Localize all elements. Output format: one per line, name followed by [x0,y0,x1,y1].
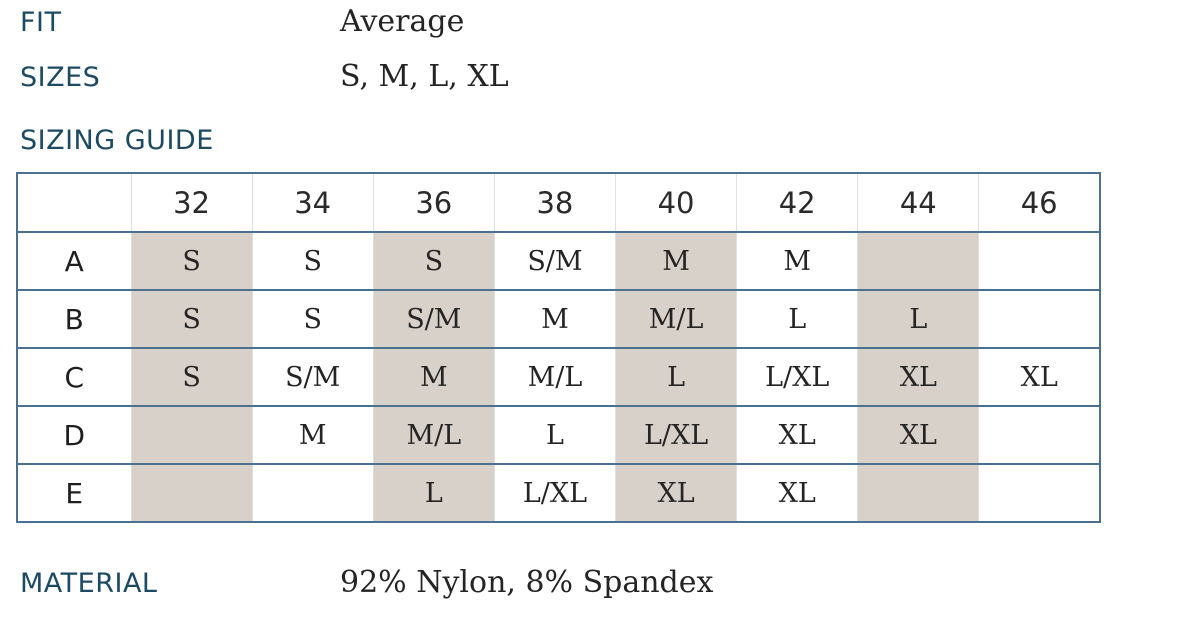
size-column-header-32: 32 [130,173,253,232]
row-label-E: E [65,476,84,510]
size-column-header-46: 46 [978,173,1100,232]
size-column-header-38: 38 [493,173,616,232]
table-row-E: E L L/XL XL XL [17,464,1100,522]
sizing-guide-table: 32 34 36 38 40 42 44 46 A S S S S/M M M B S S S/M M M/L L L C S S… [16,172,1101,523]
fit-label: FIT [20,7,62,38]
size-cell-D-32 [130,406,253,464]
sizing-table-body: 32 34 36 38 40 42 44 46 A S S S S/M M M B S S S/M M M/L L L C S S… [17,173,1100,522]
sizing-guide-title: SIZING GUIDE [20,125,214,156]
sizes-label: SIZES [20,62,101,93]
size-cell-C-42: L/XL [736,348,858,406]
size-cell-C-36: M [372,348,495,406]
size-cell-A-46 [978,232,1100,290]
size-cell-D-44: XL [857,406,979,464]
size-cell-B-32: S [130,290,253,348]
table-row-A: A S S S S/M M M [17,232,1100,290]
size-cell-E-44 [857,464,979,522]
material-spec-row: MATERIAL 92% Nylon, 8% Spandex [20,565,1192,602]
size-cell-D-36: M/L [372,406,495,464]
material-value: 92% Nylon, 8% Spandex [340,565,714,600]
size-cell-B-46 [978,290,1100,348]
size-cell-B-44: L [857,290,979,348]
size-cell-D-40: L/XL [614,406,737,464]
size-cell-A-42: M [736,232,858,290]
size-cell-A-44 [857,232,979,290]
size-cell-A-32: S [130,232,253,290]
sizes-spec-row: SIZES S, M, L, XL [20,59,1192,96]
material-label: MATERIAL [20,568,158,599]
size-cell-D-42: XL [736,406,858,464]
sizes-value: S, M, L, XL [340,59,509,94]
row-label-D: D [63,418,86,452]
size-cell-B-38: M [493,290,616,348]
size-cell-E-36: L [372,464,495,522]
size-column-header-42: 42 [736,173,858,232]
size-cell-C-38: M/L [493,348,616,406]
size-column-header-34: 34 [251,173,374,232]
table-corner-cell [17,173,131,232]
size-cell-C-34: S/M [251,348,374,406]
size-cell-C-40: L [614,348,737,406]
size-cell-E-34 [251,464,374,522]
fit-spec-row: FIT Average [20,4,1192,41]
size-column-header-40: 40 [614,173,737,232]
size-cell-A-40: M [614,232,737,290]
table-row-C: C S S/M M M/L L L/XL XL XL [17,348,1100,406]
table-row-D: D M M/L L L/XL XL XL [17,406,1100,464]
table-row-B: B S S S/M M M/L L L [17,290,1100,348]
size-cell-A-36: S [372,232,495,290]
size-cell-C-46: XL [978,348,1100,406]
size-cell-B-34: S [251,290,374,348]
fit-value: Average [340,4,465,39]
size-cell-E-42: XL [736,464,858,522]
size-cell-D-46 [978,406,1100,464]
table-header-row: 32 34 36 38 40 42 44 46 [17,173,1100,232]
row-label-B: B [64,302,84,336]
size-cell-E-32 [130,464,253,522]
size-cell-B-36: S/M [372,290,495,348]
size-cell-E-46 [978,464,1100,522]
size-cell-E-38: L/XL [493,464,616,522]
row-label-A: A [64,244,84,278]
size-cell-B-40: M/L [614,290,737,348]
size-cell-A-34: S [251,232,374,290]
size-column-header-44: 44 [857,173,979,232]
size-cell-B-42: L [736,290,858,348]
row-label-C: C [64,360,85,394]
size-cell-C-32: S [130,348,253,406]
size-cell-D-38: L [493,406,616,464]
size-cell-A-38: S/M [493,232,616,290]
size-cell-D-34: M [251,406,374,464]
size-cell-C-44: XL [857,348,979,406]
size-column-header-36: 36 [372,173,495,232]
size-cell-E-40: XL [614,464,737,522]
